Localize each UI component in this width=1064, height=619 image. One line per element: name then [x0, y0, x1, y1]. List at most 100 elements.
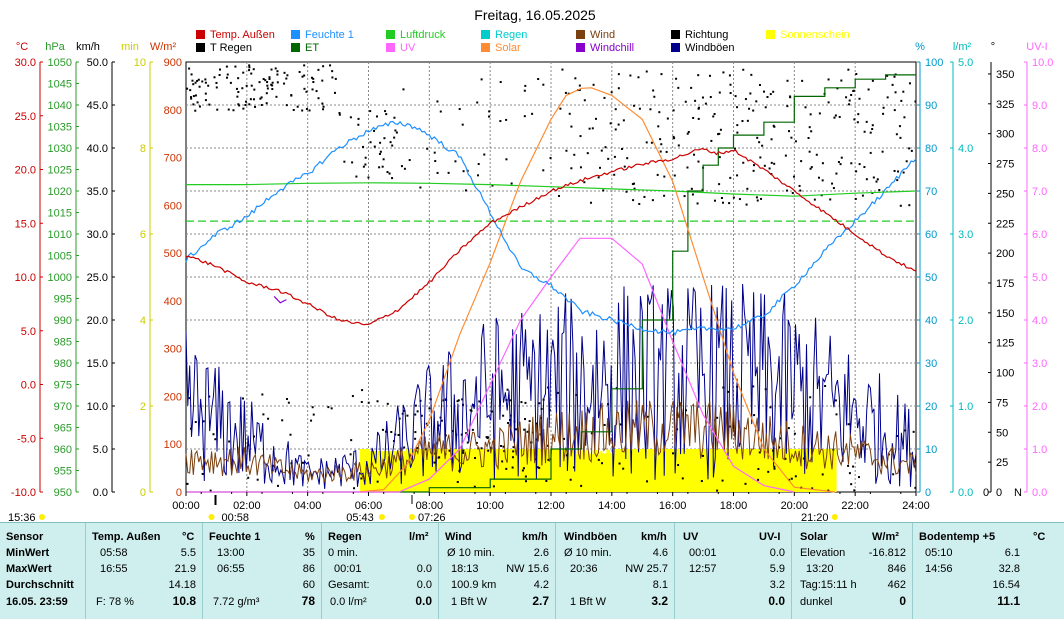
right-axes: 1009080706050403020100%5.04.03.02.01.00.… — [915, 41, 1053, 499]
direction-point — [773, 465, 776, 468]
current-label: 16.05. 23:59 — [6, 596, 68, 608]
direction-point — [209, 489, 212, 492]
solar-panel: Solar W/m² Elevation -16.812 13:20 846 T… — [792, 523, 913, 619]
legend-label: ET — [305, 42, 319, 54]
sunshine-bar — [700, 449, 703, 492]
direction-point — [704, 102, 707, 105]
direction-point — [604, 146, 607, 149]
x-tick-label: 00:00 — [172, 500, 200, 512]
sunshine-bar — [556, 449, 559, 492]
axis-tick-label: 800 — [164, 105, 182, 117]
rain-unit: l/m² — [409, 531, 429, 543]
legend-label: Windböen — [685, 42, 735, 54]
direction-point — [190, 73, 193, 76]
direction-point — [361, 389, 364, 392]
direction-point — [343, 160, 346, 163]
axis-tick-label: 3.0 — [1032, 358, 1047, 370]
direction-point — [646, 480, 649, 483]
direction-point — [447, 171, 450, 174]
sunshine-bar — [623, 449, 626, 492]
direction-point — [893, 109, 896, 112]
sunshine-bar — [507, 449, 510, 492]
wind-r3-label: 100.9 km — [451, 579, 497, 591]
x-tick-label: 06:00 — [355, 500, 383, 512]
direction-point — [717, 133, 720, 136]
direction-point — [734, 95, 737, 98]
sunshine-bar — [808, 449, 811, 492]
direction-point — [590, 201, 593, 204]
direction-point — [809, 167, 812, 170]
legend-swatch — [291, 43, 300, 52]
sunshine-bar — [794, 449, 798, 492]
direction-point — [834, 114, 837, 117]
rain-r3-value: 0.0 — [416, 579, 432, 591]
temp-avg: 14.18 — [168, 579, 196, 591]
direction-point — [716, 416, 719, 419]
sunshine-bar — [594, 449, 597, 492]
direction-point — [268, 76, 271, 79]
direction-point — [908, 147, 911, 150]
sunshine-bar — [785, 449, 788, 492]
direction-point — [525, 480, 528, 483]
direction-point — [379, 141, 382, 144]
direction-point — [466, 441, 469, 444]
direction-point — [327, 406, 330, 409]
direction-point — [672, 109, 675, 112]
x-axis: 00:00 02:00 04:00 06:00 08:00 10:00 12:00 14:00… — [172, 492, 930, 512]
direction-point — [579, 135, 582, 138]
legend-label: UV — [400, 42, 416, 54]
axis-tick-label: 300 — [164, 344, 182, 356]
sunshine-bar — [624, 449, 627, 492]
direction-point — [659, 150, 662, 153]
sunshine-bar — [744, 449, 747, 492]
direction-point — [773, 467, 776, 470]
sunshine-bar — [810, 449, 813, 492]
direction-point — [190, 97, 193, 100]
legend-swatch — [576, 43, 585, 52]
sunshine-bar — [566, 451, 569, 492]
sunshine-bar — [694, 449, 697, 492]
direction-point — [349, 453, 352, 456]
direction-point — [376, 480, 379, 483]
sunshine-bar — [490, 449, 493, 492]
direction-point — [853, 118, 856, 121]
direction-point — [569, 478, 572, 481]
sun-marker-icon — [39, 514, 45, 520]
direction-point — [542, 83, 545, 86]
direction-point — [893, 75, 896, 78]
direction-point — [215, 86, 218, 89]
direction-point — [557, 194, 560, 197]
direction-point — [778, 446, 781, 449]
direction-point — [248, 64, 251, 67]
axis-tick-label: 0.0 — [21, 380, 36, 392]
direction-point — [524, 418, 527, 421]
sunshine-bar — [586, 454, 589, 492]
direction-point — [268, 77, 271, 80]
direction-point — [456, 480, 459, 483]
direction-point — [262, 413, 265, 416]
direction-point — [827, 489, 830, 492]
sunshine-bar — [475, 449, 478, 492]
direction-point — [632, 199, 635, 202]
direction-point — [315, 90, 318, 93]
direction-point — [650, 141, 653, 144]
sunshine-bar — [477, 449, 480, 492]
direction-point — [808, 126, 811, 129]
uv-header: UV — [683, 531, 699, 543]
direction-point — [857, 476, 860, 479]
sunshine-bar — [641, 449, 644, 492]
direction-point — [386, 402, 389, 405]
direction-point — [376, 400, 379, 403]
axis-tick-label: 45.0 — [87, 100, 108, 112]
direction-point — [728, 202, 731, 205]
sunshine-bar — [647, 449, 650, 492]
direction-point — [869, 151, 872, 154]
direction-point — [262, 78, 265, 81]
sunshine-bar — [645, 449, 649, 492]
sunshine-bar — [583, 453, 586, 492]
direction-point — [894, 91, 897, 94]
direction-point — [568, 112, 571, 115]
direction-point — [752, 385, 755, 388]
direction-point — [403, 409, 406, 412]
direction-point — [234, 65, 237, 68]
